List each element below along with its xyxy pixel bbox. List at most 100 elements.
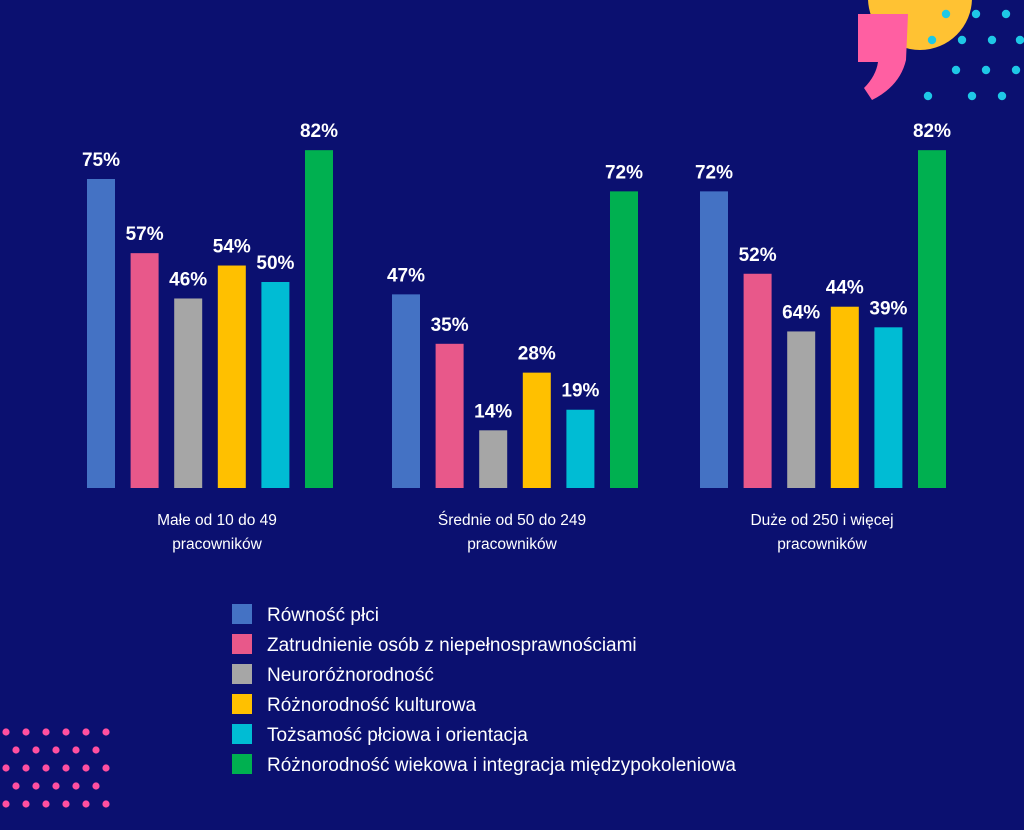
- bar: [174, 298, 203, 488]
- bar: [522, 372, 551, 488]
- pink-dot-decoration: [22, 728, 30, 736]
- category-label: Duże od 250 i więcej: [750, 512, 893, 529]
- pink-dot-decoration: [72, 746, 80, 754]
- bar-value-label: 75%: [82, 150, 120, 171]
- legend-label: Różnorodność wiekowa i integracja między…: [267, 755, 736, 776]
- pink-dot-decoration: [62, 728, 70, 736]
- category-label: pracowników: [172, 536, 262, 553]
- bar: [130, 253, 159, 488]
- bar-value-label: 44%: [826, 278, 864, 299]
- legend-swatch: [232, 664, 252, 684]
- bar-value-label: 35%: [431, 315, 469, 336]
- bar-value-label: 14%: [474, 401, 512, 422]
- category-label: Średnie od 50 do 249: [438, 511, 586, 529]
- bar: [610, 191, 638, 489]
- pink-dot-decoration: [62, 800, 70, 808]
- cyan-dot-decoration: [951, 65, 961, 75]
- cyan-dot-decoration: [1015, 35, 1024, 45]
- cyan-dot-decoration: [1011, 65, 1021, 75]
- pink-dot-decoration: [12, 782, 20, 790]
- legend-label: Równość płci: [267, 605, 379, 626]
- cyan-dot-decoration: [987, 35, 997, 45]
- legend-swatch: [232, 694, 252, 714]
- bar: [874, 327, 903, 488]
- bar: [217, 265, 246, 488]
- pink-dot-decoration: [92, 782, 100, 790]
- bar-value-label: 39%: [869, 298, 907, 319]
- bar: [435, 343, 464, 488]
- bar: [787, 331, 816, 488]
- cyan-dot-decoration: [1001, 9, 1011, 19]
- bar-value-label: 72%: [605, 162, 643, 183]
- bar-value-label: 46%: [169, 269, 207, 290]
- bar-value-label: 54%: [213, 237, 251, 258]
- bar: [566, 409, 595, 488]
- pink-dot-decoration: [52, 782, 60, 790]
- bar: [830, 306, 859, 488]
- bar-value-label: 50%: [256, 253, 294, 274]
- pink-dot-decoration: [82, 728, 90, 736]
- legend: Równość płci Zatrudnienie osób z niepełno…: [232, 604, 736, 776]
- bar: [479, 430, 508, 488]
- pink-dot-decoration: [92, 746, 100, 754]
- pink-dot-decoration: [22, 800, 30, 808]
- pink-dot-decoration: [102, 800, 110, 808]
- pink-dot-decoration: [102, 764, 110, 772]
- cyan-dot-decoration: [981, 65, 991, 75]
- legend-label: Neuroróżnorodność: [267, 665, 434, 686]
- pink-dot-decoration: [32, 746, 40, 754]
- cyan-dot-decoration: [971, 9, 981, 19]
- pink-comma-decoration: [858, 14, 908, 100]
- bar: [87, 179, 115, 488]
- category-label: pracowników: [777, 536, 867, 553]
- bar: [918, 150, 946, 488]
- pink-dot-decoration: [2, 764, 10, 772]
- decorations: [2, 0, 1024, 808]
- bar: [305, 150, 333, 488]
- pink-dot-decoration: [12, 746, 20, 754]
- bars: 75% 47% 72% 57% 35% 52% 46% 14% 64% 54% 28% 44% 50% 1…: [82, 121, 951, 489]
- bar-value-label: 64%: [782, 302, 820, 323]
- pink-dot-decoration: [42, 800, 50, 808]
- pink-dot-decoration: [52, 746, 60, 754]
- bar-value-label: 72%: [695, 162, 733, 183]
- bar: [261, 282, 290, 488]
- cyan-dot-decoration: [923, 91, 933, 101]
- pink-dot-decoration: [2, 728, 10, 736]
- pink-dot-decoration: [2, 800, 10, 808]
- bar-value-label: 82%: [913, 121, 951, 142]
- bar-value-label: 57%: [126, 224, 164, 245]
- legend-label: Tożsamość płciowa i orientacja: [267, 725, 528, 746]
- bar-value-label: 47%: [387, 265, 425, 286]
- legend-swatch: [232, 724, 252, 744]
- pink-dot-decoration: [72, 782, 80, 790]
- legend-swatch: [232, 754, 252, 774]
- cyan-dot-decoration: [997, 91, 1007, 101]
- pink-dot-decoration: [82, 764, 90, 772]
- pink-dot-decoration: [82, 800, 90, 808]
- pink-dot-decoration: [62, 764, 70, 772]
- category-label: pracowników: [467, 536, 557, 553]
- pink-dot-decoration: [102, 728, 110, 736]
- bar-value-label: 28%: [518, 344, 556, 365]
- legend-swatch: [232, 634, 252, 654]
- bar: [700, 191, 728, 489]
- bar-value-label: 19%: [561, 381, 599, 402]
- pink-dot-decoration: [42, 728, 50, 736]
- legend-label: Różnorodność kulturowa: [267, 695, 477, 716]
- cyan-dot-decoration: [957, 35, 967, 45]
- cyan-dot-decoration: [967, 91, 977, 101]
- cyan-dot-decoration: [941, 9, 951, 19]
- legend-label: Zatrudnienie osób z niepełnosprawnościam…: [267, 635, 637, 656]
- bar: [743, 273, 772, 488]
- bar-value-label: 82%: [300, 121, 338, 142]
- legend-swatch: [232, 604, 252, 624]
- pink-dot-decoration: [22, 764, 30, 772]
- pink-dot-decoration: [32, 782, 40, 790]
- cyan-dot-decoration: [927, 35, 937, 45]
- category-labels: Małe od 10 do 49 pracowników Średnie od 50…: [157, 511, 893, 553]
- pink-dot-decoration: [42, 764, 50, 772]
- category-label: Małe od 10 do 49: [157, 512, 277, 529]
- bar: [392, 294, 420, 488]
